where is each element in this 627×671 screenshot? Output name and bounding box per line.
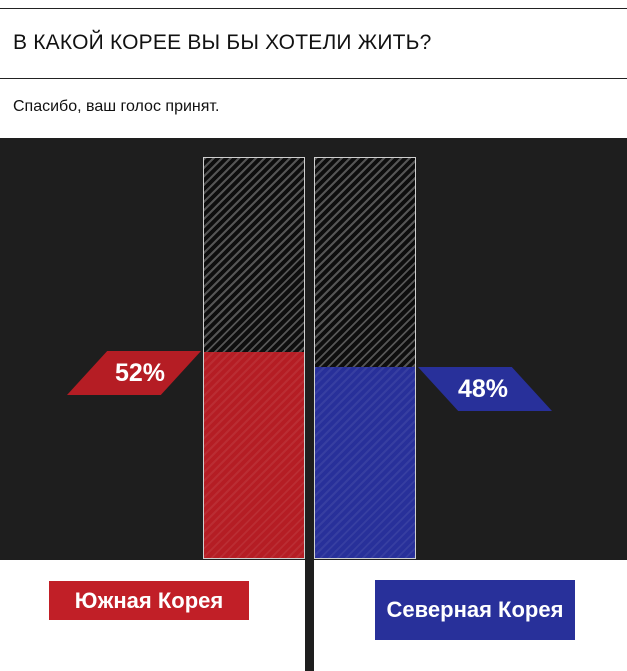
poll-question: В КАКОЙ КОРЕЕ ВЫ БЫ ХОТЕЛИ ЖИТЬ? — [13, 31, 432, 54]
result-fill-south-korea — [204, 351, 304, 558]
vote-confirmation: Спасибо, ваш голос принят. — [13, 98, 220, 115]
center-divider — [305, 560, 314, 671]
result-fill-north-korea — [315, 367, 415, 558]
result-bar-north-korea — [314, 157, 416, 559]
result-bar-south-korea — [203, 157, 305, 559]
top-rule — [0, 8, 627, 9]
option-north-korea-button[interactable]: Северная Корея — [375, 580, 575, 640]
results-panel — [0, 138, 627, 560]
percent-badge-south-korea: 52% — [67, 351, 201, 395]
option-south-korea-button[interactable]: Южная Корея — [49, 581, 249, 620]
header-divider — [0, 78, 627, 79]
